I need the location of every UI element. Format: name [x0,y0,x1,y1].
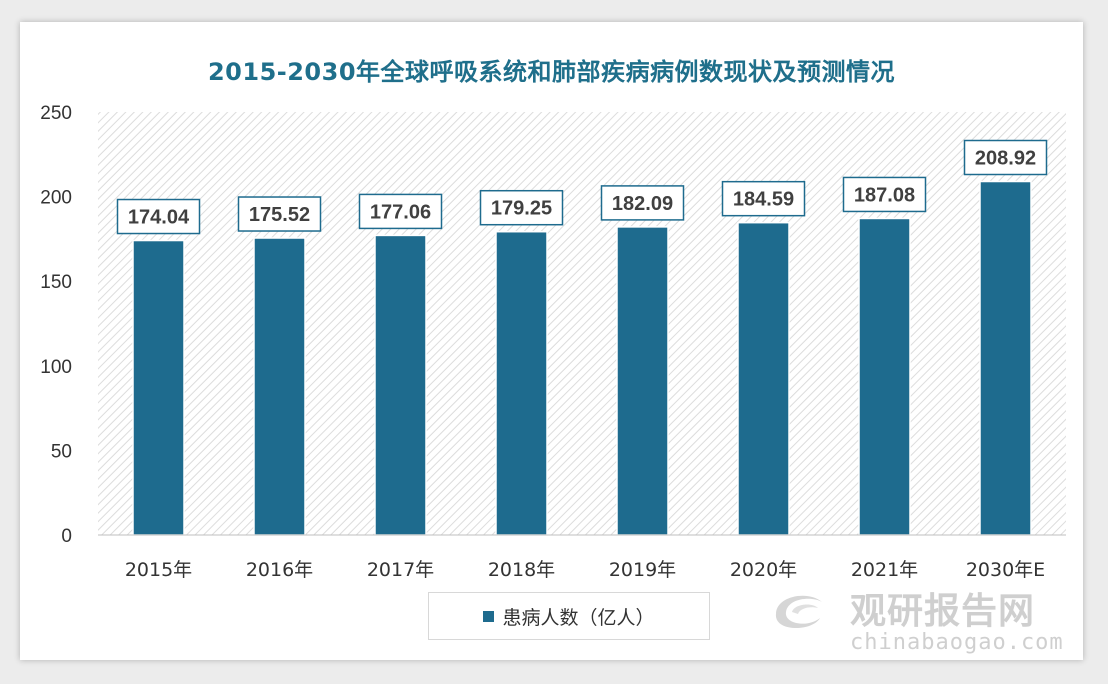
x-tick-label: 2021年 [851,559,918,581]
logo-swirl-icon [768,586,830,632]
bar [496,232,547,535]
y-tick-label: 200 [40,188,72,209]
data-label: 187.08 [854,184,915,206]
y-tick-label: 100 [40,357,72,378]
data-label: 184.59 [733,189,794,211]
chart-card: 2015-2030年全球呼吸系统和肺部疾病病例数现状及预测情况 0 50 100 15… [20,22,1083,660]
y-tick-label: 0 [61,526,72,547]
bar [254,238,305,535]
watermark-en: chinabaogao.com [850,630,1064,655]
watermark-cn: 观研报告网 [850,582,1035,634]
x-tick-label: 2017年 [367,559,434,581]
legend-label: 患病人数（亿人） [502,603,654,630]
data-label: 179.25 [491,198,552,220]
bar [738,223,789,535]
y-tick-label: 50 [51,441,72,462]
bar-chart: 0 50 100 150 200 250 174.04 175.52 177.06 179.25… [20,22,1083,582]
bar [980,182,1031,535]
bar [859,218,910,535]
x-tick-label: 2018年 [488,559,555,581]
bar [375,235,426,535]
x-tick-label: 2016年 [246,559,313,581]
x-tick-label: 2030年E [966,559,1045,581]
plot-area-background [98,112,1066,535]
x-tick-label: 2015年 [125,559,192,581]
legend-swatch [483,611,494,622]
data-label: 175.52 [249,204,310,226]
watermark: 观研报告网 chinabaogao.com [768,582,1078,652]
y-tick-label: 250 [40,103,72,124]
y-tick-label: 150 [40,272,72,293]
data-label: 177.06 [370,201,431,223]
data-label: 208.92 [975,148,1036,170]
x-tick-label: 2020年 [730,559,797,581]
data-label: 182.09 [612,193,673,215]
data-label: 174.04 [128,207,190,229]
bar [617,227,668,535]
x-tick-label: 2019年 [609,559,676,581]
bar [133,241,184,535]
legend: 患病人数（亿人） [428,592,710,640]
